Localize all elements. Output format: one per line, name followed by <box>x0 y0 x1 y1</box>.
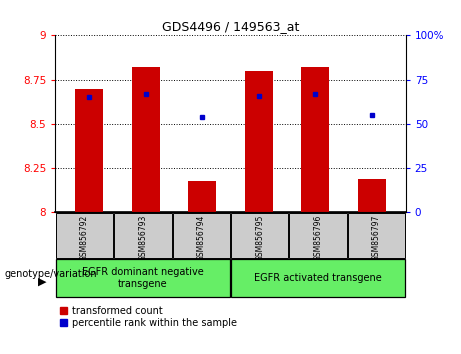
Text: GSM856795: GSM856795 <box>255 215 264 261</box>
Text: EGFR activated transgene: EGFR activated transgene <box>254 273 382 283</box>
Bar <box>245 71 273 212</box>
Title: GDS4496 / 149563_at: GDS4496 / 149563_at <box>162 20 299 33</box>
Legend: transformed count, percentile rank within the sample: transformed count, percentile rank withi… <box>60 306 237 328</box>
Text: GSM856797: GSM856797 <box>372 215 381 261</box>
Text: GSM856793: GSM856793 <box>138 215 148 261</box>
Bar <box>290 213 347 258</box>
Bar <box>231 213 288 258</box>
Bar <box>348 213 405 258</box>
Text: GSM856794: GSM856794 <box>197 215 206 261</box>
Bar <box>358 179 386 212</box>
Bar <box>56 213 113 258</box>
Bar <box>75 88 103 212</box>
Bar <box>231 259 405 297</box>
Bar <box>173 213 230 258</box>
Text: EGFR dominant negative
transgene: EGFR dominant negative transgene <box>82 267 204 289</box>
Text: GSM856796: GSM856796 <box>313 215 323 261</box>
Bar <box>131 67 160 212</box>
Text: genotype/variation: genotype/variation <box>5 269 97 279</box>
Bar <box>56 259 230 297</box>
Text: ▶: ▶ <box>38 276 46 286</box>
Text: GSM856792: GSM856792 <box>80 215 89 261</box>
Bar <box>301 67 330 212</box>
Bar <box>188 181 216 212</box>
Bar <box>114 213 171 258</box>
